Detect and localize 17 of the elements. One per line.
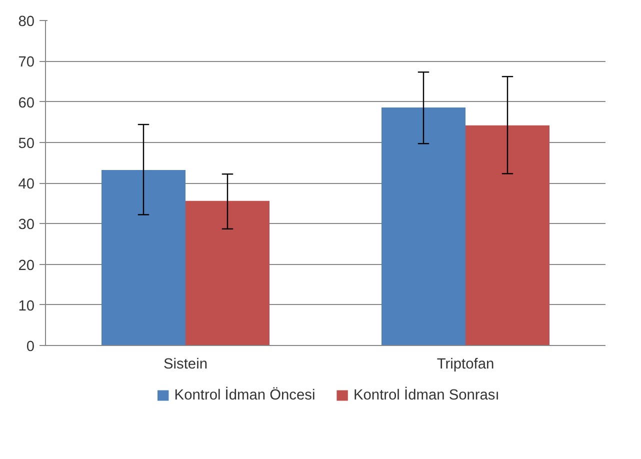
y-tick-label: 80 [18, 14, 35, 30]
bar [382, 107, 466, 346]
y-tick-label: 50 [18, 136, 35, 152]
y-tick-label: 0 [26, 339, 35, 355]
y-tick-label: 10 [18, 298, 35, 314]
y-tick-label: 20 [18, 258, 35, 274]
y-tick-label: 30 [18, 217, 35, 234]
x-tick-label: Triptofan [436, 356, 494, 372]
y-tick-label: 40 [18, 176, 35, 192]
legend-label: Kontrol İdman Öncesi [174, 386, 316, 404]
bar [186, 200, 270, 346]
y-tick-label: 60 [18, 95, 35, 112]
x-tick-label: Sistein [164, 356, 208, 372]
legend-label: Kontrol İdman Sonrası [354, 386, 500, 404]
bar [102, 170, 186, 346]
y-tick-label: 70 [18, 54, 35, 71]
bar [466, 125, 550, 346]
